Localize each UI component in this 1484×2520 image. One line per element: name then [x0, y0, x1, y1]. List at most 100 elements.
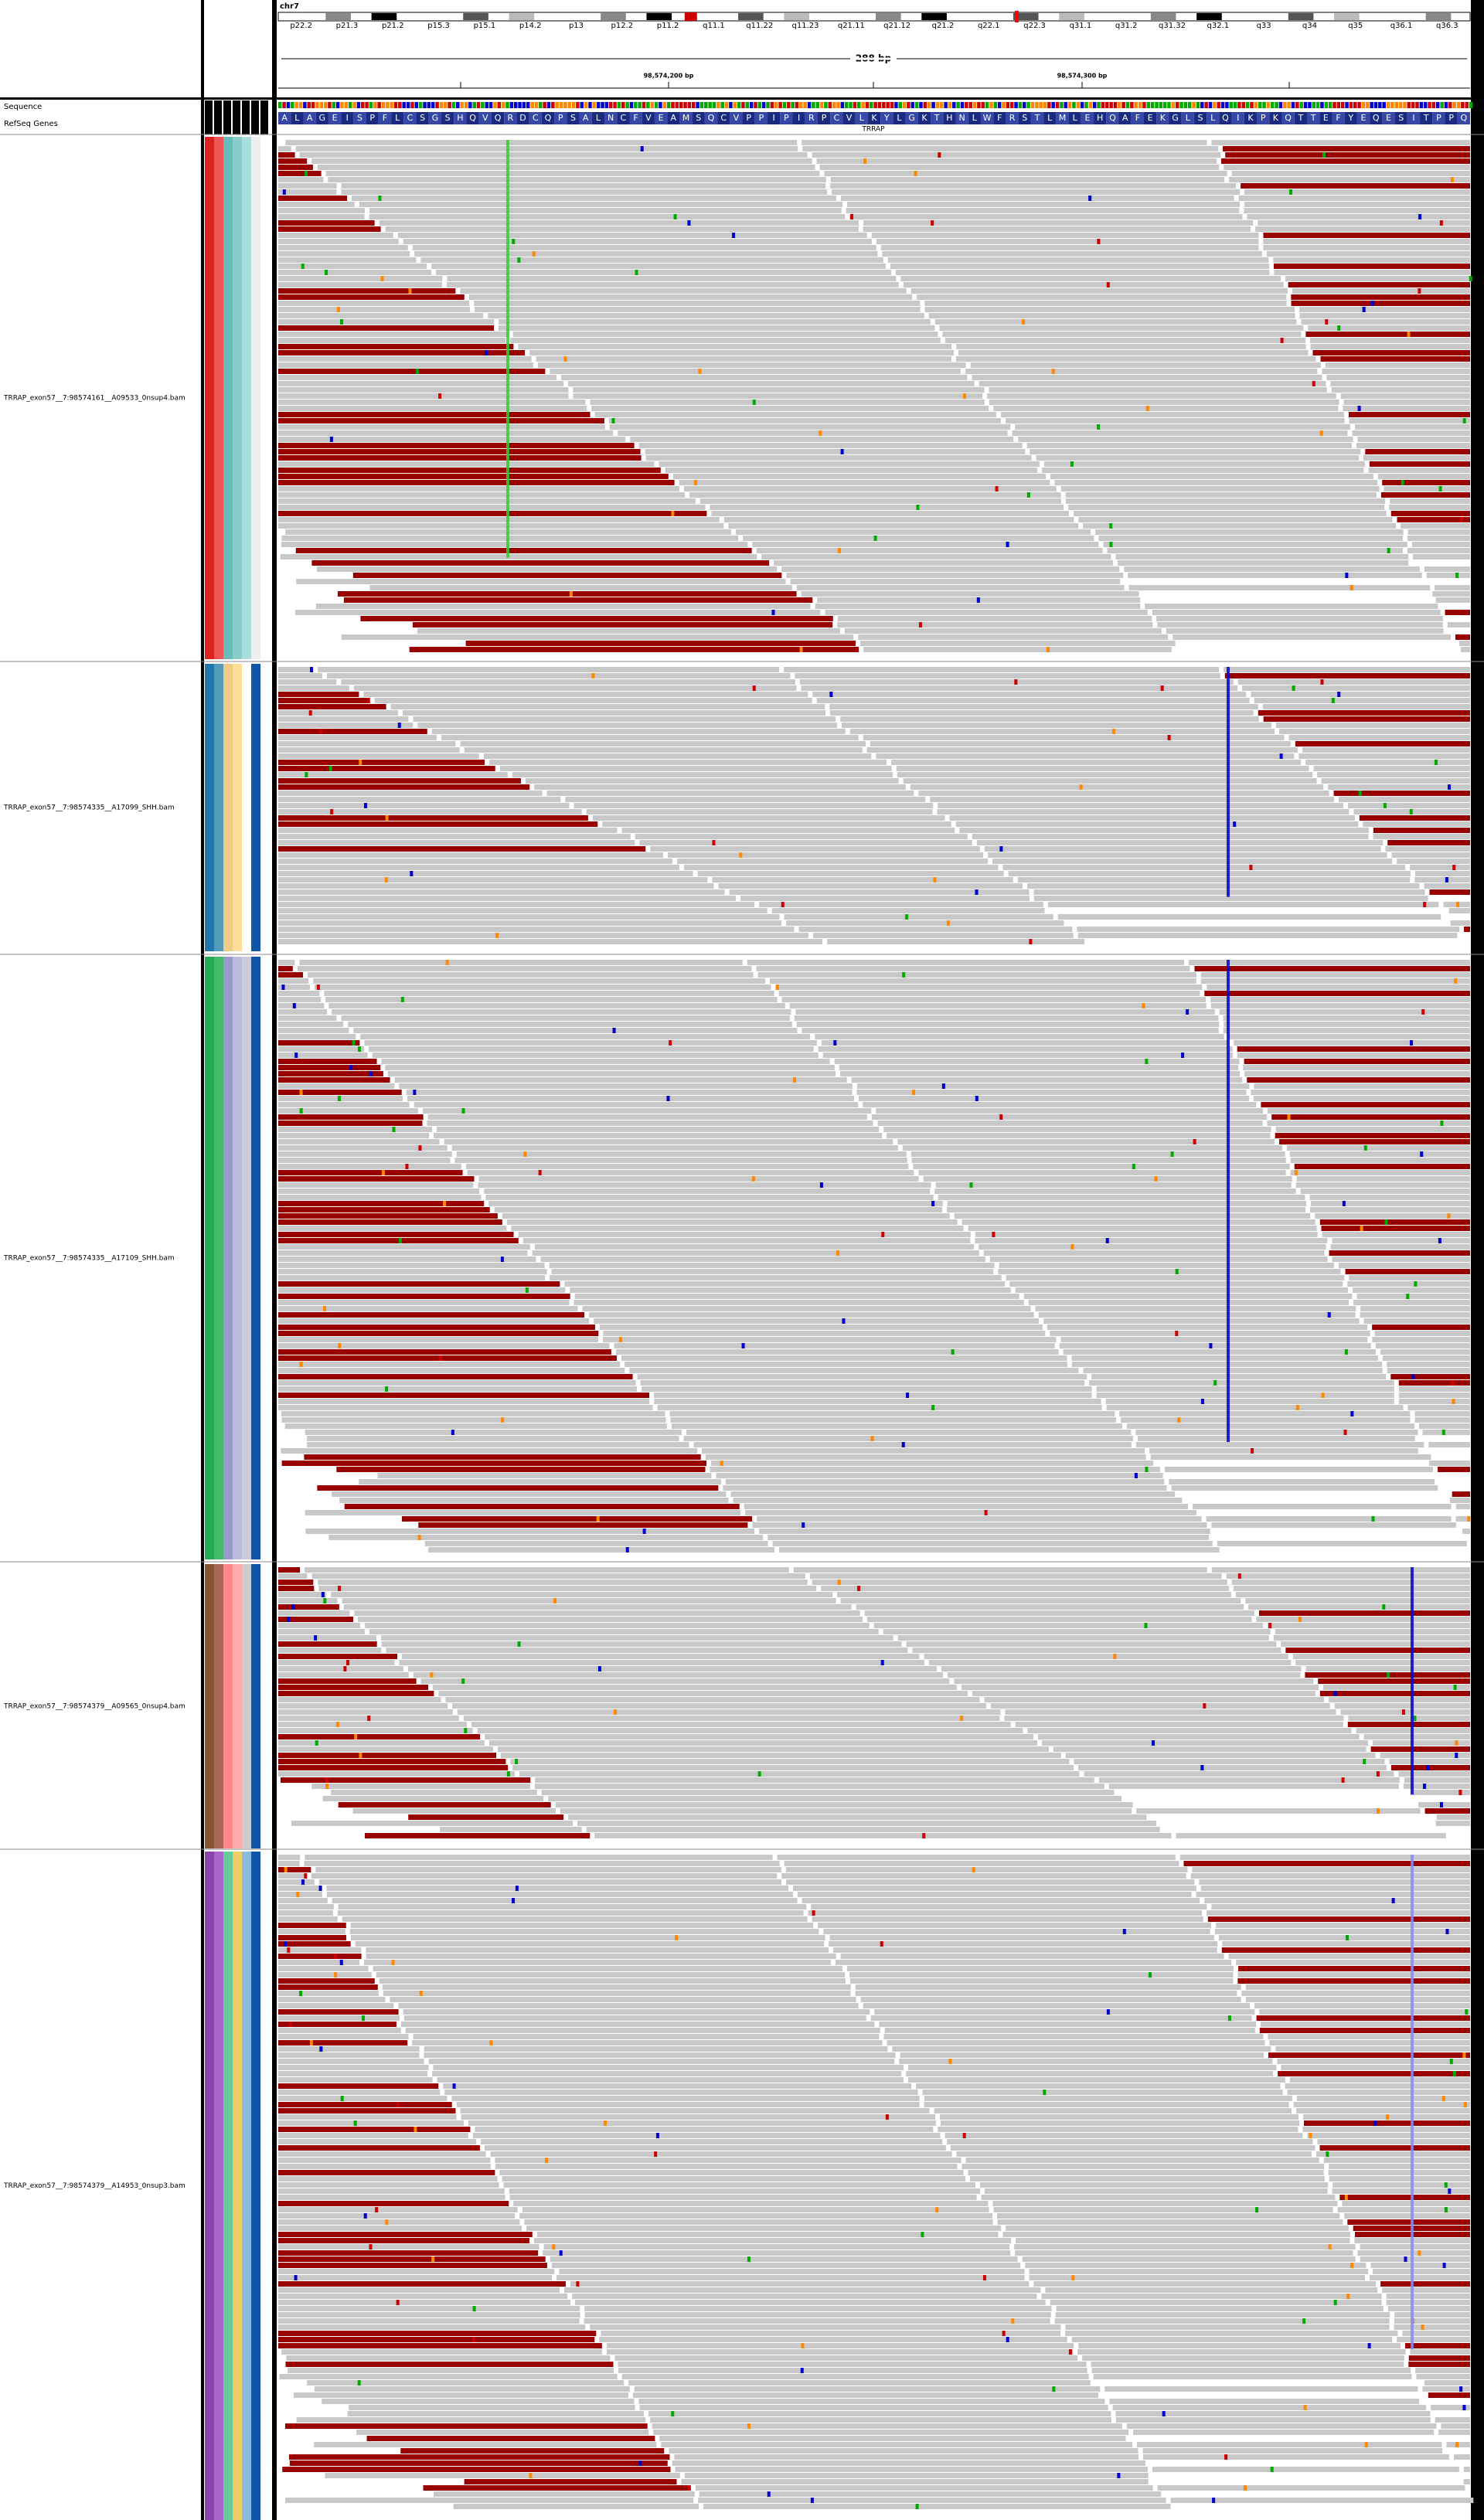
read: [1296, 2096, 1470, 2101]
read: [924, 2102, 1289, 2107]
base: [505, 102, 509, 108]
cyto-label: q36.3: [1436, 22, 1458, 30]
mismatch: [396, 2300, 400, 2305]
read: [1179, 1855, 1470, 1860]
read: [278, 896, 737, 901]
read: [589, 1312, 1034, 1318]
read: [288, 2368, 614, 2373]
read: [1194, 966, 1470, 971]
read: [992, 2201, 1338, 2206]
amino-acid: H: [1097, 113, 1103, 123]
read: [355, 1941, 825, 1947]
base: [1324, 102, 1329, 108]
read: [954, 1678, 1314, 1684]
read: [498, 1746, 1049, 1752]
read: [1164, 1467, 1434, 1472]
read: [684, 2473, 1149, 2478]
read: [522, 2207, 989, 2212]
mismatch: [982, 2275, 986, 2280]
read: [1022, 2256, 1356, 2262]
read: [1156, 616, 1443, 621]
read: [278, 1028, 349, 1033]
base: [1179, 102, 1183, 108]
base: [1072, 102, 1076, 108]
read: [278, 226, 381, 232]
codon: [1269, 112, 1282, 124]
mismatch: [321, 1592, 325, 1597]
mismatch: [340, 2096, 344, 2101]
amino-acid: Y: [883, 113, 890, 123]
base: [1171, 102, 1176, 108]
read: [841, 196, 1234, 201]
attribute-cell: [205, 957, 214, 1559]
amino-acid: Q: [708, 113, 715, 123]
read: [278, 1573, 308, 1579]
read: [1244, 1059, 1470, 1064]
codon: [955, 112, 968, 124]
read: [278, 338, 506, 343]
mismatch: [1387, 1672, 1390, 1678]
read: [1397, 859, 1470, 864]
mismatch: [1456, 902, 1460, 907]
read: [278, 667, 314, 672]
read: [278, 741, 456, 746]
mismatch: [1298, 1617, 1302, 1622]
read: [278, 1355, 617, 1361]
read: [1083, 1368, 1383, 1373]
mismatch: [1319, 430, 1323, 436]
amino-acid: S: [696, 113, 701, 123]
read: [280, 1777, 531, 1783]
read: [1054, 480, 1378, 485]
read: [278, 2120, 465, 2126]
base: [1030, 102, 1035, 108]
read: [278, 1567, 301, 1573]
read: [278, 828, 618, 833]
codon: [416, 112, 429, 124]
codon: [1332, 112, 1345, 124]
read: [590, 400, 985, 405]
read: [1330, 1244, 1470, 1250]
read: [278, 1954, 362, 1959]
read: [559, 2269, 1025, 2274]
read: [965, 2158, 1319, 2163]
read: [1030, 449, 1361, 454]
mismatch: [408, 288, 412, 294]
read: [401, 1654, 920, 1659]
read: [278, 1275, 546, 1280]
codon: [1445, 112, 1458, 124]
cyto-band: [325, 13, 351, 20]
amino-acid: P: [784, 113, 789, 123]
base: [733, 102, 737, 108]
mismatch: [1014, 679, 1018, 685]
read: [356, 2430, 649, 2435]
mismatch: [323, 1598, 327, 1603]
base: [836, 102, 840, 108]
base: [1390, 102, 1394, 108]
read: [1005, 1709, 1336, 1715]
mismatch: [1177, 1417, 1181, 1423]
read: [278, 1580, 314, 1585]
mismatch: [1382, 1604, 1386, 1610]
mismatch: [819, 1182, 823, 1188]
read: [408, 1814, 564, 1820]
read: [1166, 628, 1444, 634]
read: [351, 196, 837, 201]
cyto-band: [1150, 13, 1176, 20]
base: [877, 102, 882, 108]
mismatch: [334, 1954, 338, 1959]
read: [278, 1133, 430, 1138]
track-name: TRRAP_exon57__7:98574379__A14953_0nsup3.…: [3, 2182, 186, 2190]
amino-acid: G: [319, 113, 326, 123]
read: [341, 1015, 790, 1021]
base: [708, 102, 712, 108]
read: [278, 1598, 338, 1603]
read: [417, 628, 840, 634]
read: [759, 902, 1043, 907]
read: [278, 1592, 327, 1597]
read: [910, 288, 1288, 294]
mismatch: [517, 257, 521, 263]
base: [819, 102, 824, 108]
read: [1289, 1151, 1470, 1157]
read: [1128, 585, 1431, 590]
read: [1305, 760, 1470, 765]
